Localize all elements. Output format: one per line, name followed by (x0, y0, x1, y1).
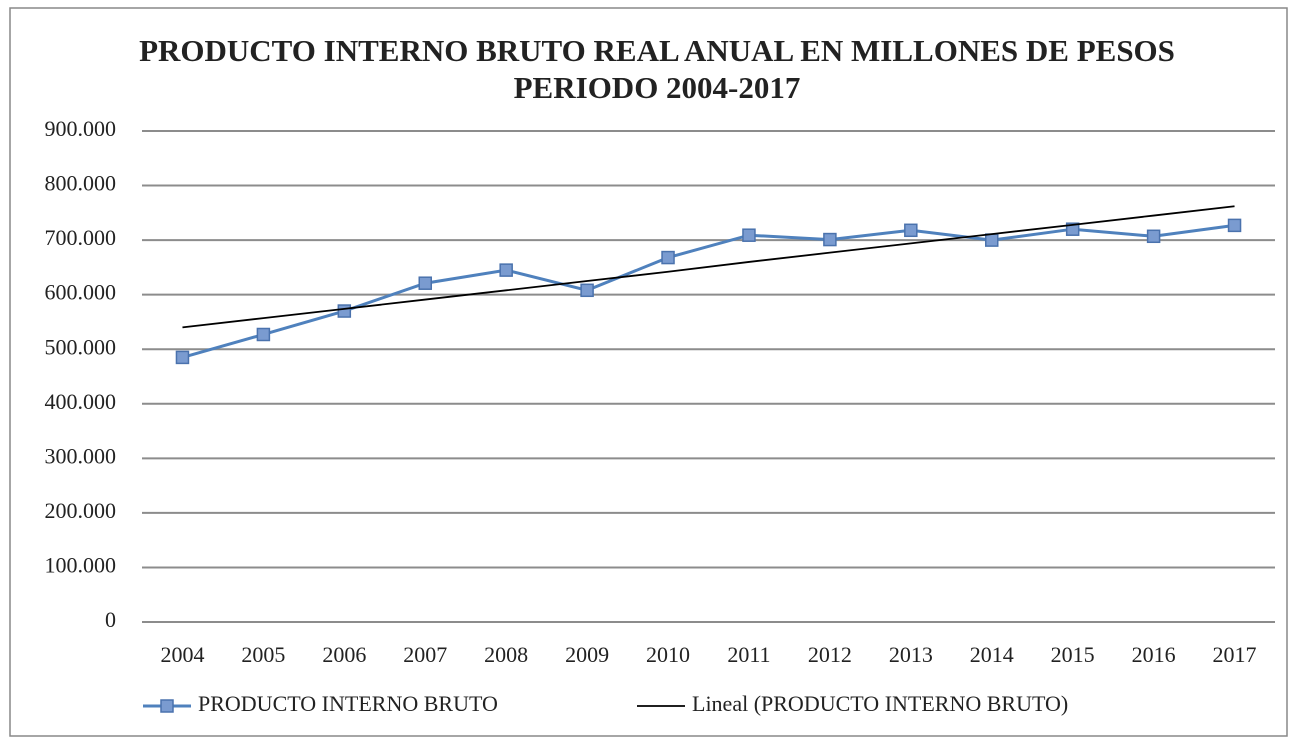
data-marker (1227, 218, 1242, 233)
data-marker (1065, 222, 1080, 236)
data-marker (175, 350, 190, 365)
y-tick-label: 100.000 (45, 552, 117, 577)
x-tick-label: 2005 (241, 642, 285, 667)
data-marker (985, 233, 999, 247)
legend-label: Lineal (PRODUCTO INTERNO BRUTO) (692, 691, 1068, 716)
x-tick-label: 2008 (484, 642, 528, 667)
x-tick-label: 2010 (646, 642, 690, 667)
x-tick-label: 2004 (160, 642, 204, 667)
x-tick-label: 2017 (1213, 642, 1257, 667)
legend-label: PRODUCTO INTERNO BRUTO (198, 691, 498, 716)
data-marker (661, 250, 675, 265)
data-marker (823, 232, 837, 247)
data-marker (337, 304, 352, 318)
series-line (182, 223, 1235, 359)
y-tick-label: 900.000 (45, 116, 117, 141)
y-tick-label: 0 (105, 607, 116, 632)
x-tick-label: 2013 (889, 642, 933, 667)
data-marker (499, 263, 513, 277)
data-marker (256, 327, 271, 342)
data-marker (418, 276, 432, 290)
data-marker (742, 228, 756, 242)
data-marker (904, 223, 918, 238)
x-tick-label: 2009 (565, 642, 609, 667)
x-tick-label: 2007 (403, 642, 447, 667)
data-marker (580, 283, 594, 298)
y-tick-label: 400.000 (45, 389, 117, 414)
y-tick-label: 300.000 (45, 443, 117, 468)
y-tick-label: 700.000 (45, 225, 117, 250)
series-line (182, 205, 1235, 329)
y-tick-label: 800.000 (45, 171, 117, 196)
x-tick-label: 2015 (1051, 642, 1095, 667)
x-tick-label: 2011 (727, 642, 770, 667)
x-tick-label: 2014 (970, 642, 1014, 667)
y-tick-label: 600.000 (45, 280, 117, 305)
x-tick-label: 2012 (808, 642, 852, 667)
chart-title: PRODUCTO INTERNO BRUTO REAL ANUAL EN MIL… (139, 33, 1175, 105)
y-tick-label: 200.000 (45, 498, 117, 523)
x-tick-label: 2016 (1132, 642, 1176, 667)
x-tick-label: 2006 (322, 642, 366, 667)
chart-border (9, 7, 1288, 737)
data-marker (1146, 229, 1161, 244)
y-tick-label: 500.000 (45, 334, 117, 359)
legend-marker (160, 699, 174, 713)
